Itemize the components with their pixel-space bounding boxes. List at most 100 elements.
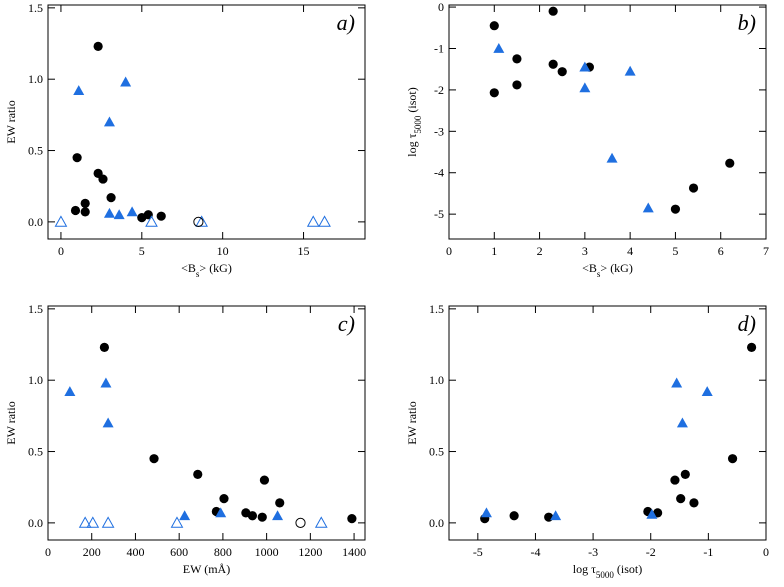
data-point-filled-triangle <box>100 377 112 388</box>
y-tick-label: 1.5 <box>28 302 43 316</box>
y-axis-label: log τ5000 (isot) <box>405 87 423 157</box>
plot-frame <box>47 4 366 240</box>
data-point-filled-triangle <box>272 510 284 521</box>
data-point-open-triangle <box>101 516 115 528</box>
data-point-filled-triangle <box>126 206 138 217</box>
data-point-filled-circle <box>725 158 735 168</box>
y-tick-label: -5 <box>434 207 444 221</box>
x-tick-label: 5 <box>672 244 678 258</box>
data-point-filled-triangle <box>120 76 132 87</box>
data-point-filled-triangle <box>671 377 683 388</box>
data-point-filled-triangle <box>102 417 114 428</box>
y-tick-label: 0.5 <box>429 445 444 459</box>
data-point-filled-triangle <box>103 116 115 127</box>
data-point-filled-circle <box>688 183 699 193</box>
data-point-filled-circle <box>98 174 108 184</box>
data-point-filled-triangle <box>493 42 505 53</box>
data-point-filled-circle <box>727 454 738 464</box>
data-point-filled-triangle <box>579 82 591 93</box>
y-tick-label: 1.5 <box>28 1 43 15</box>
data-point-filled-circle <box>746 342 757 352</box>
panel-label: c) <box>338 311 355 336</box>
data-point-filled-triangle <box>701 386 713 397</box>
x-tick-label: -4 <box>530 545 540 559</box>
data-point-open-triangle <box>86 516 100 528</box>
data-point-filled-circle <box>143 210 153 220</box>
y-tick-label: 1.5 <box>429 302 444 316</box>
x-tick-label: 1 <box>491 244 497 258</box>
data-point-open-circle <box>193 216 204 227</box>
y-axis-label: EW ratio <box>405 401 419 444</box>
x-tick-label: -1 <box>703 545 713 559</box>
data-point-filled-triangle <box>642 202 654 213</box>
panel-label: b) <box>738 10 756 35</box>
data-point-filled-triangle <box>480 507 492 518</box>
y-axis-label: EW ratio <box>4 100 18 143</box>
data-point-filled-circle <box>670 475 680 485</box>
x-tick-label: 1000 <box>255 545 279 559</box>
data-point-open-triangle <box>314 516 328 528</box>
x-tick-label: 1400 <box>342 545 366 559</box>
x-tick-label: 5 <box>139 244 145 258</box>
data-point-filled-circle <box>99 342 110 352</box>
data-point-filled-triangle <box>624 65 636 76</box>
data-point-filled-circle <box>80 207 90 217</box>
x-tick-label: 3 <box>582 244 588 258</box>
y-tick-label: 0.5 <box>28 144 43 158</box>
data-point-open-triangle <box>306 215 320 227</box>
data-point-filled-triangle <box>646 508 658 519</box>
x-tick-label: 0 <box>58 244 64 258</box>
data-point-filled-circle <box>489 21 499 31</box>
data-point-filled-triangle <box>103 207 115 218</box>
data-point-filled-circle <box>548 6 558 16</box>
data-point-filled-circle <box>548 59 558 69</box>
data-point-open-triangle <box>318 215 331 227</box>
panel-b: 0 1 2 3 4 5 6 7 0 -1 -2 -3 -4 -5 <Bs> (kG) log τ5000 (i… <box>405 0 769 279</box>
x-tick-label: 200 <box>83 545 101 559</box>
data-point-filled-circle <box>80 198 90 208</box>
y-tick-label: -2 <box>434 83 444 97</box>
x-tick-label: 400 <box>126 545 144 559</box>
data-point-filled-circle <box>670 204 681 214</box>
data-point-filled-triangle <box>215 507 227 518</box>
y-tick-label: 0.0 <box>28 516 43 530</box>
data-point-filled-triangle <box>73 85 85 96</box>
x-tick-label: 6 <box>718 244 724 258</box>
data-point-filled-circle <box>193 469 203 479</box>
x-tick-label: 0 <box>763 545 769 559</box>
data-point-filled-circle <box>259 475 270 485</box>
data-point-open-triangle <box>54 215 68 227</box>
data-point-filled-circle <box>156 211 166 221</box>
data-point-filled-triangle <box>550 510 562 521</box>
data-point-open-triangle <box>170 516 184 528</box>
x-tick-label: 2 <box>537 244 543 258</box>
panel-label: d) <box>738 311 756 336</box>
panel-label: a) <box>337 10 355 35</box>
panel-a: 0 5 10 15 0.0 0.5 1.0 1.5 <Bs> (kG) EW ratio a) <box>4 1 366 279</box>
data-point-open-triangle <box>195 215 208 227</box>
data-point-filled-circle <box>219 494 229 504</box>
data-point-filled-circle <box>72 153 82 163</box>
data-point-filled-circle <box>680 469 690 479</box>
y-tick-label: -4 <box>434 166 444 180</box>
x-axis-label: <Bs> (kG) <box>181 261 232 279</box>
data-point-open-triangle <box>145 215 158 227</box>
data-point-filled-circle <box>149 454 159 464</box>
plot-frame <box>47 305 366 541</box>
panel-d: -5 -4 -3 -2 -1 0 0.0 0.5 1.0 1.5 log τ5000 (isot) E… <box>405 302 769 580</box>
y-tick-label: 1.0 <box>429 373 444 387</box>
plot-frame <box>448 4 767 240</box>
data-point-filled-circle <box>689 498 699 508</box>
data-point-filled-triangle <box>676 417 688 428</box>
y-tick-label: 0.5 <box>28 445 43 459</box>
data-point-filled-circle <box>257 512 267 522</box>
y-tick-label: 0.0 <box>28 215 43 229</box>
x-axis-label: EW (mÅ) <box>183 562 230 576</box>
x-tick-label: 800 <box>214 545 232 559</box>
data-point-filled-triangle <box>606 152 618 163</box>
data-point-filled-triangle <box>179 510 191 521</box>
data-point-filled-triangle <box>579 61 591 72</box>
x-tick-label: -2 <box>646 545 656 559</box>
x-tick-label: 0 <box>446 244 452 258</box>
